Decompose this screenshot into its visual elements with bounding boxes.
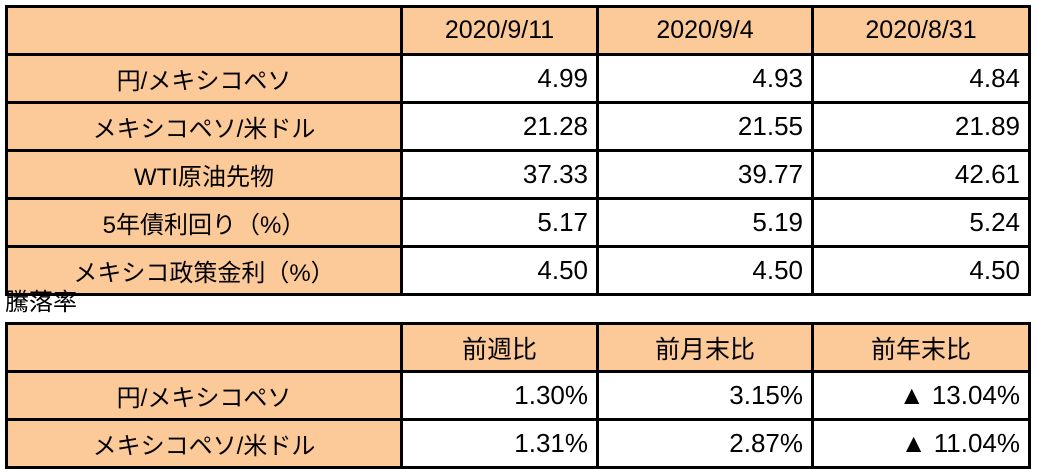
row-label: メキシコペソ/米ドル [5,101,403,152]
cell-value: ▲ 11.04% [811,418,1031,469]
cell-value: 1.31% [400,418,599,469]
cell-value: 21.55 [596,101,814,152]
cell-value: 1.30% [400,370,599,421]
change-rates-table: 前週比 前月末比 前年末比 円/メキシコペソ 1.30% 3.15% ▲ 13.… [5,322,1031,469]
table-row: メキシコペソ/米ドル 1.31% 2.87% ▲ 11.04% [5,418,1031,469]
cell-value: 4.50 [400,245,599,296]
row-label: メキシコ政策金利（%） [5,245,403,296]
table-row: 円/メキシコペソ 1.30% 3.15% ▲ 13.04% [5,370,1031,421]
table-row: 円/メキシコペソ 4.99 4.93 4.84 [5,53,1031,104]
corner-cell [5,322,403,373]
row-label: 円/メキシコペソ [5,370,403,421]
cell-value: 37.33 [400,149,599,200]
cell-value: 21.89 [811,101,1031,152]
row-label: メキシコペソ/米ドル [5,418,403,469]
section-title: 騰落率 [5,289,77,316]
cell-value: 2.87% [596,418,814,469]
date-header: 2020/8/31 [811,5,1031,56]
cell-value: 5.19 [596,197,814,248]
table-row: メキシコペソ/米ドル 21.28 21.55 21.89 [5,101,1031,152]
table-row: WTI原油先物 37.33 39.77 42.61 [5,149,1031,200]
table-row: メキシコ政策金利（%） 4.50 4.50 4.50 [5,245,1031,296]
cell-value: 4.50 [811,245,1031,296]
row-label: WTI原油先物 [5,149,403,200]
cell-value: 4.99 [400,53,599,104]
cell-value: 42.61 [811,149,1031,200]
cell-value: 3.15% [596,370,814,421]
corner-cell [5,5,403,56]
row-label: 円/メキシコペソ [5,53,403,104]
cell-value: 39.77 [596,149,814,200]
date-header: 2020/9/11 [400,5,599,56]
cell-value: 4.93 [596,53,814,104]
cell-value: ▲ 13.04% [811,370,1031,421]
market-rates-table: 2020/9/11 2020/9/4 2020/8/31 円/メキシコペソ 4.… [5,5,1031,296]
cell-value: 21.28 [400,101,599,152]
period-header: 前週比 [400,322,599,373]
cell-value: 5.24 [811,197,1031,248]
date-header: 2020/9/4 [596,5,814,56]
changes-header-row: 前週比 前月末比 前年末比 [5,322,1031,373]
table-row: 5年債利回り（%） 5.17 5.19 5.24 [5,197,1031,248]
cell-value: 4.84 [811,53,1031,104]
rates-header-row: 2020/9/11 2020/9/4 2020/8/31 [5,5,1031,56]
period-header: 前年末比 [811,322,1031,373]
period-header: 前月末比 [596,322,814,373]
cell-value: 5.17 [400,197,599,248]
cell-value: 4.50 [596,245,814,296]
row-label: 5年債利回り（%） [5,197,403,248]
